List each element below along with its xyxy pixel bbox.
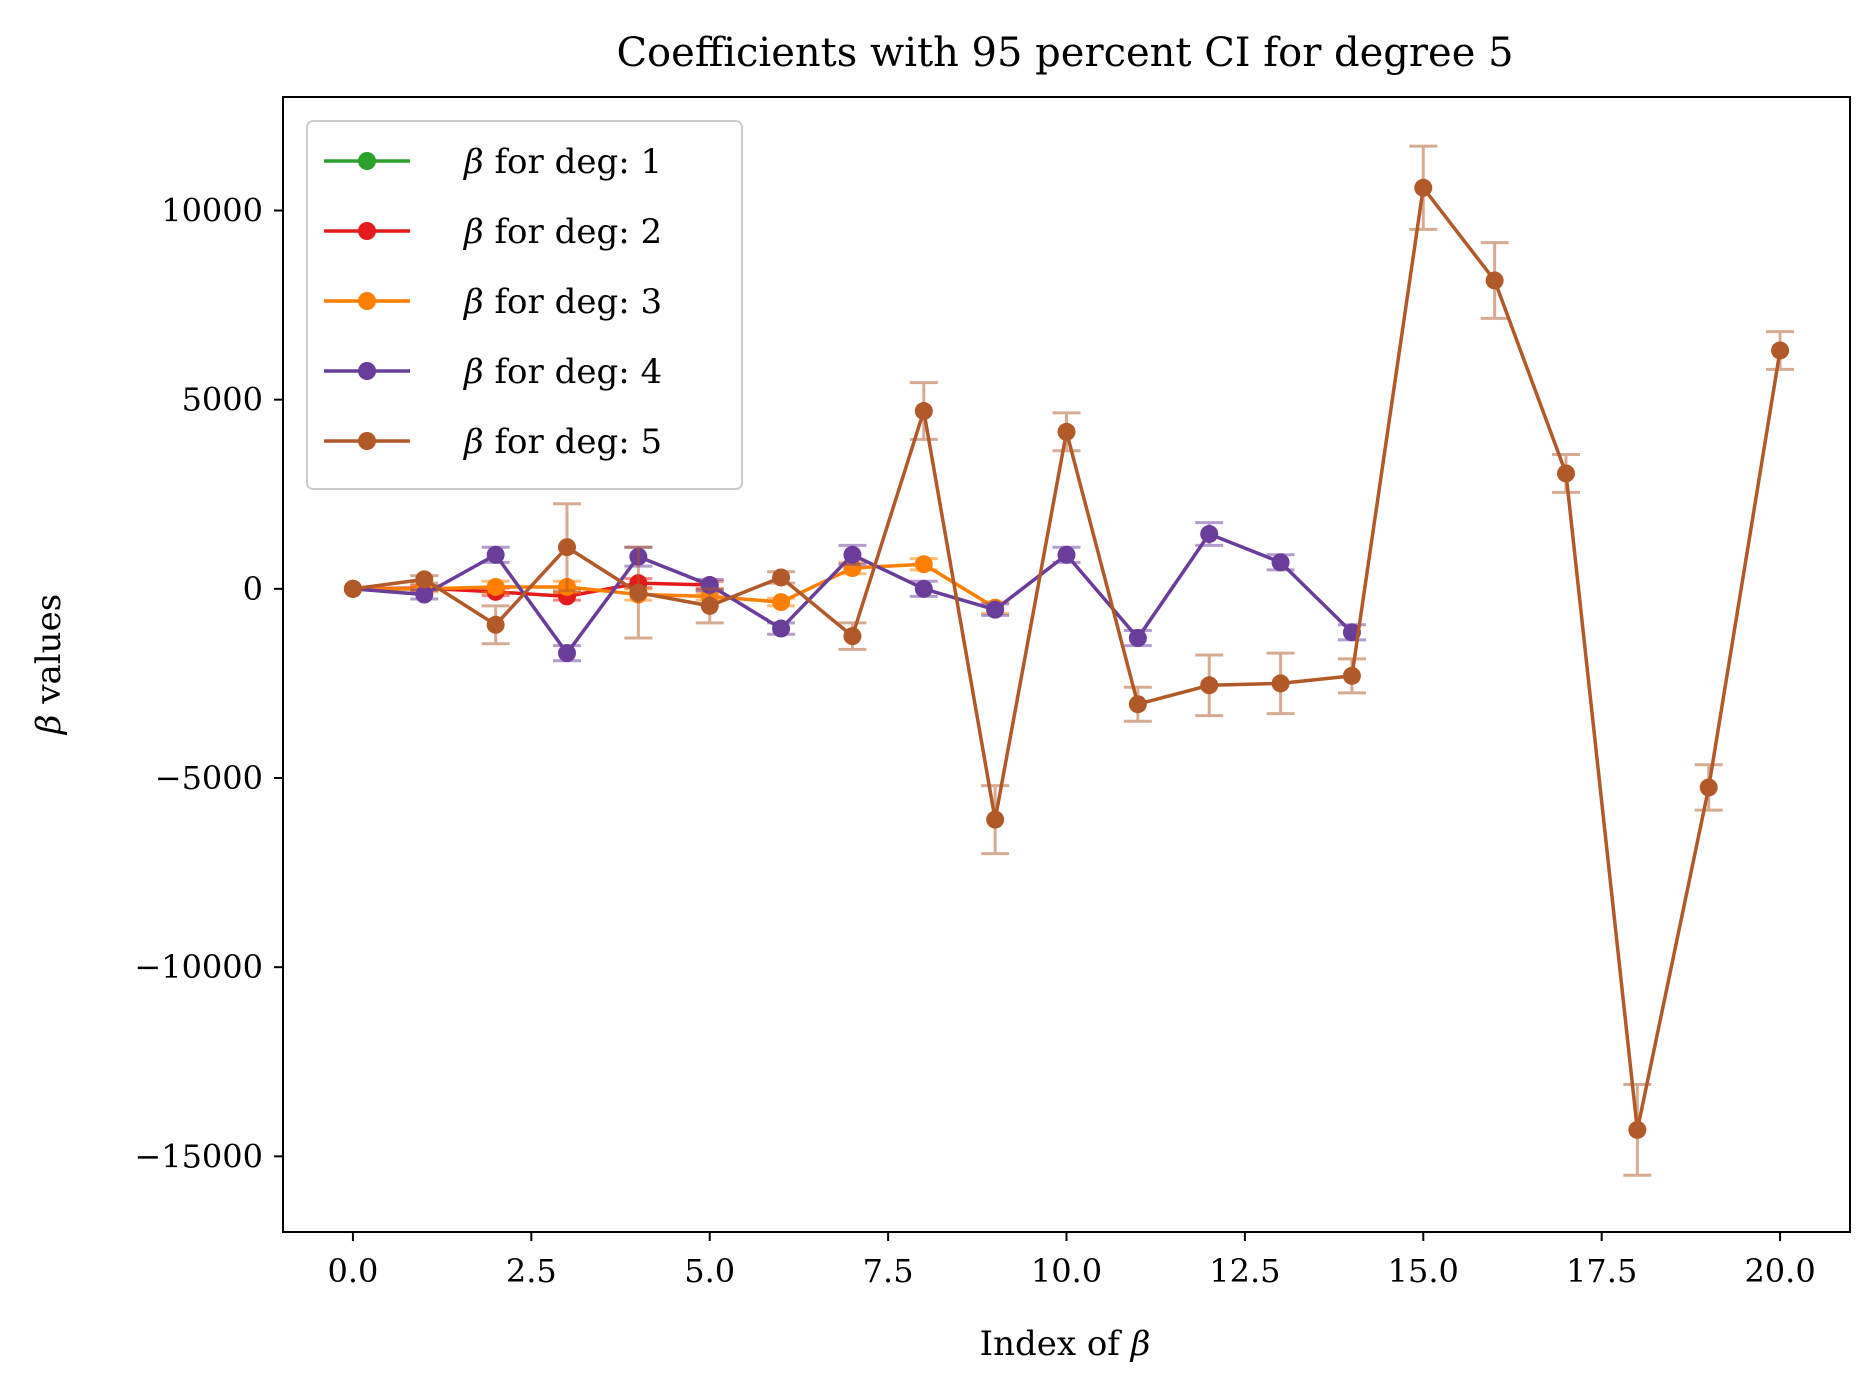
data-point xyxy=(700,596,719,615)
y-tick-label: 5000 xyxy=(182,381,263,419)
x-tick-label: 2.5 xyxy=(506,1252,557,1290)
data-point xyxy=(486,545,505,564)
x-tick-label: 12.5 xyxy=(1209,1252,1280,1290)
data-point xyxy=(1200,524,1219,543)
series-4 xyxy=(343,521,1366,663)
legend-label: β for deg: 3 xyxy=(462,282,662,322)
data-point xyxy=(914,579,933,598)
y-tick-label: 0 xyxy=(243,570,263,608)
data-point xyxy=(914,402,933,421)
legend-swatch-marker xyxy=(358,222,376,240)
data-point xyxy=(558,644,577,663)
x-tick-label: 5.0 xyxy=(684,1252,735,1290)
data-point xyxy=(1128,695,1147,714)
data-point xyxy=(986,810,1005,829)
y-tick-label: −15000 xyxy=(134,1137,263,1175)
data-point xyxy=(486,577,505,596)
data-point xyxy=(1271,674,1290,693)
legend-label: β for deg: 2 xyxy=(462,212,662,252)
x-tick-label: 7.5 xyxy=(863,1252,914,1290)
legend-label: β for deg: 5 xyxy=(462,422,662,462)
data-point xyxy=(1699,778,1718,797)
x-tick-label: 20.0 xyxy=(1744,1252,1815,1290)
data-point xyxy=(558,538,577,557)
y-tick-label: −5000 xyxy=(155,759,263,797)
data-point xyxy=(415,585,434,604)
legend: β for deg: 1 β for deg: 2 β for deg: 3 β fo… xyxy=(306,120,743,490)
data-point xyxy=(1342,666,1361,685)
x-tick-label: 0.0 xyxy=(327,1252,378,1290)
y-axis-title: β values xyxy=(29,594,69,736)
series-line xyxy=(352,562,997,610)
legend-swatch-marker xyxy=(358,152,376,170)
legend-swatch-marker xyxy=(358,362,376,380)
legend-swatch-marker xyxy=(358,292,376,310)
legend-swatch-marker xyxy=(358,432,376,450)
data-point xyxy=(486,615,505,634)
data-point xyxy=(1556,464,1575,483)
y-axis: 10000 5000 0 −5000 −10000 −15000 xyxy=(134,192,283,1175)
data-point xyxy=(772,568,791,587)
data-point xyxy=(843,627,862,646)
data-point xyxy=(772,619,791,638)
x-axis-title: Index of β xyxy=(980,1324,1151,1364)
data-point xyxy=(914,555,933,574)
legend-frame xyxy=(306,120,743,490)
data-point xyxy=(1128,629,1147,648)
x-tick-label: 15.0 xyxy=(1388,1252,1459,1290)
data-point xyxy=(1271,553,1290,572)
legend-label: β for deg: 4 xyxy=(462,352,662,392)
x-tick-label: 10.0 xyxy=(1031,1252,1102,1290)
y-tick-label: −10000 xyxy=(134,948,263,986)
data-point xyxy=(1485,271,1504,290)
plot-area xyxy=(343,144,1795,1177)
chart-title: Coefficients with 95 percent CI for degr… xyxy=(616,30,1513,76)
data-point xyxy=(1057,545,1076,564)
data-point xyxy=(1414,178,1433,197)
data-point xyxy=(1628,1120,1647,1139)
data-point xyxy=(1771,341,1790,360)
data-point xyxy=(343,579,362,598)
series-5 xyxy=(343,144,1795,1177)
data-point xyxy=(629,583,648,602)
y-tick-label: 10000 xyxy=(161,192,263,230)
data-point xyxy=(772,593,791,612)
data-point xyxy=(986,600,1005,619)
data-point xyxy=(415,570,434,589)
x-tick-label: 17.5 xyxy=(1566,1252,1637,1290)
data-point xyxy=(1200,676,1219,695)
data-point xyxy=(1057,422,1076,441)
legend-label: β for deg: 1 xyxy=(462,142,662,182)
data-point xyxy=(843,545,862,564)
x-axis: 0.0 2.5 5.0 7.5 10.0 12.5 15.0 17.5 20.0 xyxy=(327,1232,1816,1290)
